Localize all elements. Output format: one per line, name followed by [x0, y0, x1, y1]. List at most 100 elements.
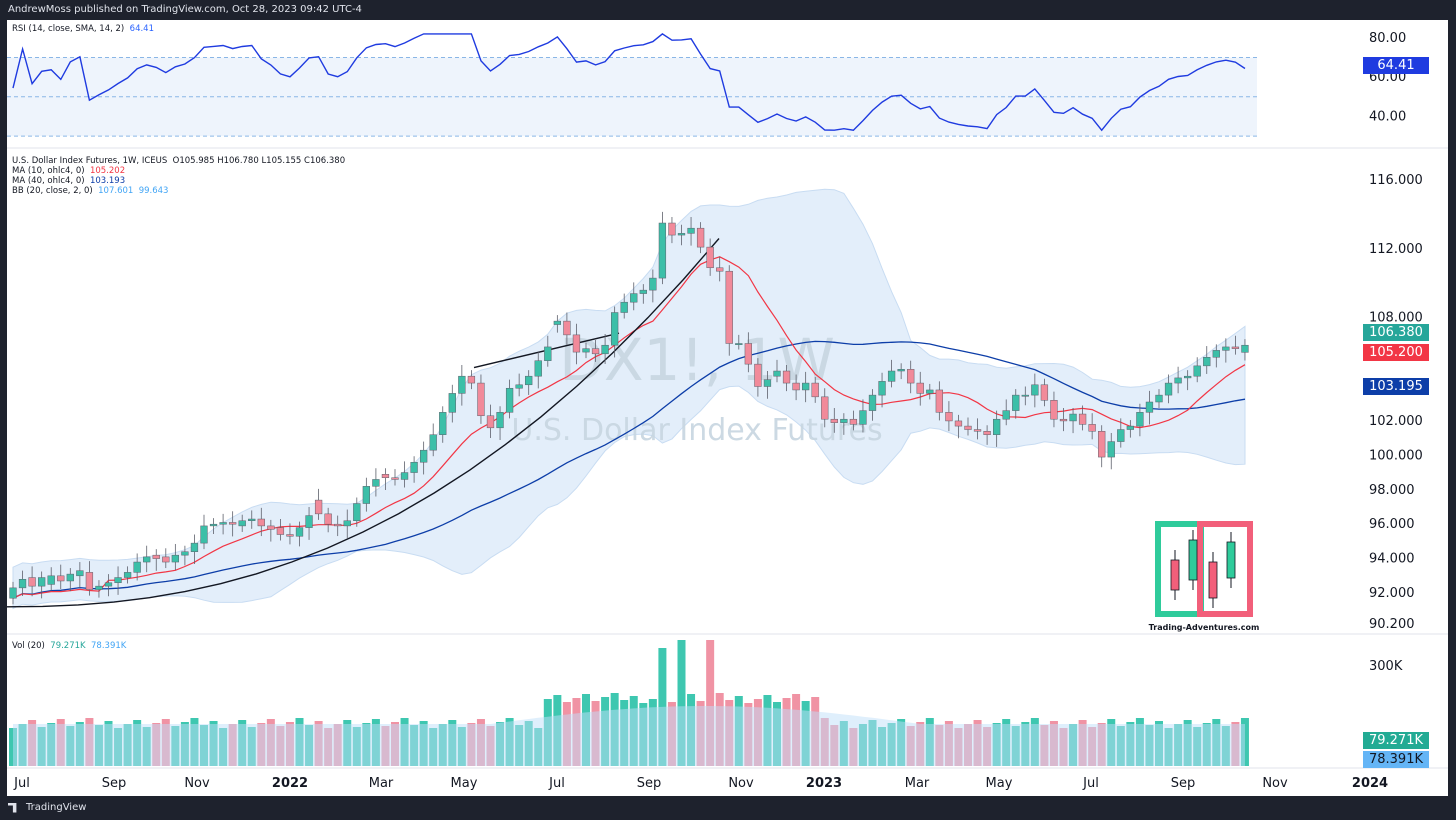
candle-body — [897, 369, 905, 372]
chart-frame: DX1!, 1W U.S. Dollar Index Futures 80.00 6… — [6, 20, 1448, 796]
candle-body — [544, 346, 552, 361]
time-axis-label: Jul — [1082, 776, 1099, 791]
candle-body — [477, 382, 485, 417]
trading-adventures-logo: Trading-Adventures.com — [1149, 521, 1259, 632]
candle-body — [954, 420, 963, 427]
chart-canvas[interactable]: DX1!, 1WU.S. Dollar Index Futures 80.00 6… — [6, 20, 1448, 796]
time-axis: Jul Sep Nov 2022 Mar May Jul Sep Nov 2023 Mar May Ju… — [13, 776, 1388, 791]
candle-body — [639, 289, 647, 294]
candle-body — [525, 375, 533, 386]
candle-body — [706, 246, 714, 269]
logo-candle-body — [1188, 539, 1198, 581]
candle-body — [1098, 431, 1106, 458]
candle-body — [1184, 375, 1192, 379]
candle-body — [964, 425, 972, 430]
candle-body — [763, 379, 772, 387]
volume-legend: Vol (20) 79.271K 78.391K — [12, 641, 127, 651]
candle-body — [649, 277, 657, 291]
parabolic-trend-curve — [6, 238, 720, 608]
publisher-info: AndrewMoss published on TradingView.com,… — [8, 4, 362, 15]
candle-body — [286, 534, 294, 537]
candle-body — [429, 434, 437, 451]
candle-body — [1031, 384, 1039, 396]
candle-body — [18, 579, 27, 589]
candle-body — [668, 222, 676, 236]
price-axis-label: 94.000 — [1369, 552, 1415, 567]
price-axis-label: 96.000 — [1369, 517, 1415, 532]
time-axis-label: Nov — [1262, 776, 1288, 791]
candle-body — [1059, 418, 1068, 422]
price-axis-label: 102.000 — [1369, 414, 1423, 429]
candle-body — [76, 570, 84, 577]
ma10-line — [12, 256, 1246, 599]
candle-body — [38, 577, 46, 587]
candle-body — [878, 381, 886, 396]
candle-body — [993, 418, 1001, 435]
logo-candle-body — [1208, 561, 1218, 599]
candle-body — [534, 360, 542, 377]
candle-body — [314, 499, 323, 515]
candle-body — [95, 585, 103, 590]
volume-axis-label: 300K — [1369, 659, 1403, 674]
candle-body — [1231, 346, 1240, 349]
candle-body — [868, 394, 877, 411]
candle-body — [209, 523, 218, 527]
candle-body — [267, 525, 275, 530]
candle-body — [229, 522, 237, 525]
candle-body — [744, 343, 753, 365]
candle-body — [563, 320, 571, 336]
candle-body — [276, 527, 285, 535]
candle-body — [1107, 441, 1115, 458]
candle-body — [324, 513, 332, 525]
candle-body — [725, 270, 733, 344]
candle-body — [1193, 365, 1201, 377]
candle-body — [190, 542, 199, 552]
candle-body — [143, 556, 151, 563]
watermark-name: U.S. Dollar Index Futures — [511, 413, 882, 448]
time-axis-label: 2024 — [1352, 776, 1388, 791]
volume-bar — [677, 640, 686, 766]
time-axis-label: May — [986, 776, 1013, 791]
candle-body — [1088, 424, 1096, 432]
candle-body — [716, 267, 724, 272]
candle-body — [410, 461, 418, 473]
time-axis-label: Jul — [13, 776, 30, 791]
candle-body — [486, 415, 495, 429]
candle-body — [1222, 346, 1230, 351]
ma10-price-tag: 105.200 — [1363, 344, 1429, 361]
candle-body — [1021, 394, 1029, 397]
candle-body — [381, 474, 390, 478]
candle-body — [1012, 394, 1020, 411]
candle-body — [811, 382, 819, 398]
candle-body — [849, 418, 858, 425]
candle-body — [505, 387, 514, 413]
time-axis-label: Mar — [369, 776, 394, 791]
candle-body — [391, 477, 399, 480]
candle-body — [343, 520, 351, 527]
candle-body — [28, 577, 36, 587]
candle-body — [496, 412, 504, 429]
rsi-value-tag: 64.41 — [1363, 57, 1429, 74]
candle-body — [467, 375, 476, 384]
volume-bar — [706, 640, 715, 766]
candle-body — [792, 382, 800, 391]
time-axis-label: Jul — [548, 776, 565, 791]
candle-body — [133, 561, 141, 573]
time-axis-label: Nov — [184, 776, 210, 791]
time-axis-label: 2022 — [272, 776, 308, 791]
candle-body — [926, 389, 934, 394]
candle-body — [448, 393, 456, 413]
candle-body — [935, 389, 944, 413]
candle-body — [200, 525, 208, 544]
candle-body — [630, 293, 638, 303]
tradingview-footer[interactable]: TradingView — [8, 802, 86, 813]
candle-body — [973, 429, 982, 432]
candle-body — [983, 431, 991, 435]
candle-body — [362, 486, 371, 504]
candle-body — [696, 227, 705, 248]
time-axis-label: Sep — [1171, 776, 1196, 791]
candle-body — [945, 412, 953, 422]
candle-body — [372, 479, 380, 487]
candle-body — [123, 572, 132, 578]
volume-ma-tag: 78.391K — [1363, 751, 1429, 768]
